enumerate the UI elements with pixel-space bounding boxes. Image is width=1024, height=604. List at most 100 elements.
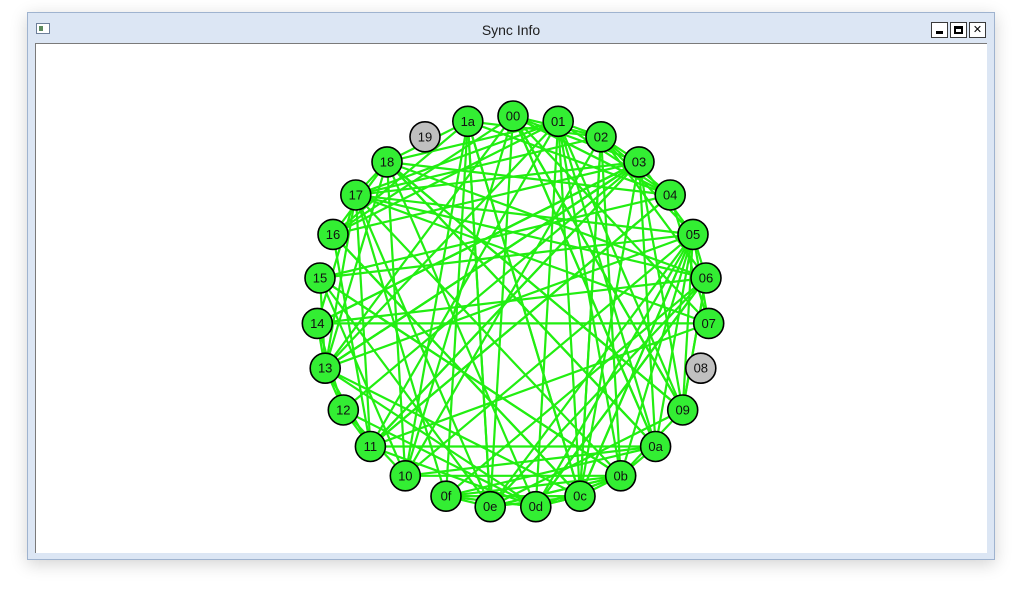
graph-node-0f[interactable]: 0f [430,480,462,513]
node-circle[interactable] [690,262,722,294]
node-circle[interactable] [451,105,484,138]
sync-edge [534,277,707,508]
node-label: 05 [686,227,700,242]
graph-node-0d[interactable]: 0d [519,490,552,523]
graph-node-06[interactable]: 06 [690,262,722,294]
graph-node-16[interactable]: 16 [317,218,349,251]
graph-node-0e[interactable]: 0e [474,490,507,523]
sync-edge [324,160,640,370]
sync-edge [489,115,515,507]
graph-node-17[interactable]: 17 [339,179,372,211]
node-circle[interactable] [301,307,334,340]
sync-edge [354,194,492,508]
graph-node-12[interactable]: 12 [327,394,360,426]
node-circle[interactable] [317,218,349,251]
graph-node-15[interactable]: 15 [304,262,336,294]
node-circle[interactable] [654,179,687,211]
node-label: 13 [318,361,332,376]
node-circle[interactable] [692,307,725,340]
node-label: 15 [313,271,327,286]
node-circle[interactable] [623,146,655,178]
sync-edge [637,161,684,411]
node-circle[interactable] [677,218,709,251]
sync-edge [355,193,694,236]
graph-node-19[interactable]: 19 [409,121,441,153]
sync-edge [369,161,640,448]
node-circle[interactable] [564,480,596,513]
graph-node-0b[interactable]: 0b [604,459,637,492]
sync-edge [404,115,515,477]
sync-edge [557,121,622,476]
node-circle[interactable] [430,480,462,513]
graph-node-07[interactable]: 07 [692,307,725,340]
graph-node-00[interactable]: 00 [497,100,529,132]
sync-edge [355,193,707,280]
sync-edge [489,474,621,508]
sync-edge [654,234,695,447]
sync-edge [355,193,710,325]
close-button[interactable]: ✕ [969,22,986,38]
sync-edge [386,160,707,280]
sync-edge [354,194,448,497]
node-circle[interactable] [309,352,342,385]
graph-node-04[interactable]: 04 [654,179,687,211]
sync-edge [319,193,671,280]
node-circle[interactable] [339,179,372,211]
node-circle[interactable] [585,121,617,153]
graph-node-18[interactable]: 18 [371,146,403,178]
graph-node-09[interactable]: 09 [666,394,699,426]
sync-edge [557,120,657,447]
node-circle[interactable] [519,490,552,523]
sync-edge [369,194,671,448]
node-circle[interactable] [604,459,637,492]
node-circle[interactable] [639,430,672,463]
graph-node-01[interactable]: 01 [542,105,575,138]
title-bar[interactable]: Sync Info ✕ [28,13,994,43]
sync-edge [324,115,514,369]
graph-node-1a[interactable]: 1a [451,105,484,138]
node-circle[interactable] [409,121,441,153]
node-circle[interactable] [497,100,529,132]
node-circle[interactable] [304,262,336,294]
maximize-icon [954,26,963,34]
sync-edge [681,277,708,411]
graph-node-0a[interactable]: 0a [639,430,672,463]
graph-node-03[interactable]: 03 [623,146,655,178]
graph-node-11[interactable]: 11 [354,430,387,463]
sync-edge [444,121,469,497]
sync-edge [578,136,603,497]
node-circle[interactable] [666,394,699,426]
graph-node-13[interactable]: 13 [309,352,342,385]
node-circle[interactable] [684,352,717,385]
node-circle[interactable] [327,394,360,426]
graph-node-0c[interactable]: 0c [564,480,596,513]
sync-edge [316,194,357,324]
graph-node-14[interactable]: 14 [301,307,334,340]
node-circle[interactable] [389,459,422,492]
sync-edge [324,367,537,508]
node-label: 17 [349,188,363,203]
node-circle[interactable] [354,430,387,463]
node-label: 01 [551,114,565,129]
app-window-icon[interactable] [36,23,50,34]
node-circle[interactable] [371,146,403,178]
node-label: 00 [506,109,520,124]
sync-edge [600,136,694,236]
node-circle[interactable] [542,105,575,138]
sync-edge [385,161,537,508]
graph-node-05[interactable]: 05 [677,218,709,251]
graph-node-02[interactable]: 02 [585,121,617,153]
graph-node-08[interactable]: 08 [684,352,717,385]
minimize-button[interactable] [931,22,948,38]
sync-edge [319,277,622,477]
graph-node-10[interactable]: 10 [389,459,422,492]
sync-edge [386,161,657,448]
sync-edge [332,233,581,497]
maximize-button[interactable] [950,22,967,38]
sync-edge [557,121,582,497]
node-circle[interactable] [474,490,507,523]
node-label: 11 [364,439,378,454]
sync-edge [445,277,707,498]
graph-nodes: 00 01 02 03 04 05 06 07 08 09 0a 0b 0c 0d 0e 0f 10 11 12 13… [301,100,725,523]
sync-edge [385,161,407,476]
